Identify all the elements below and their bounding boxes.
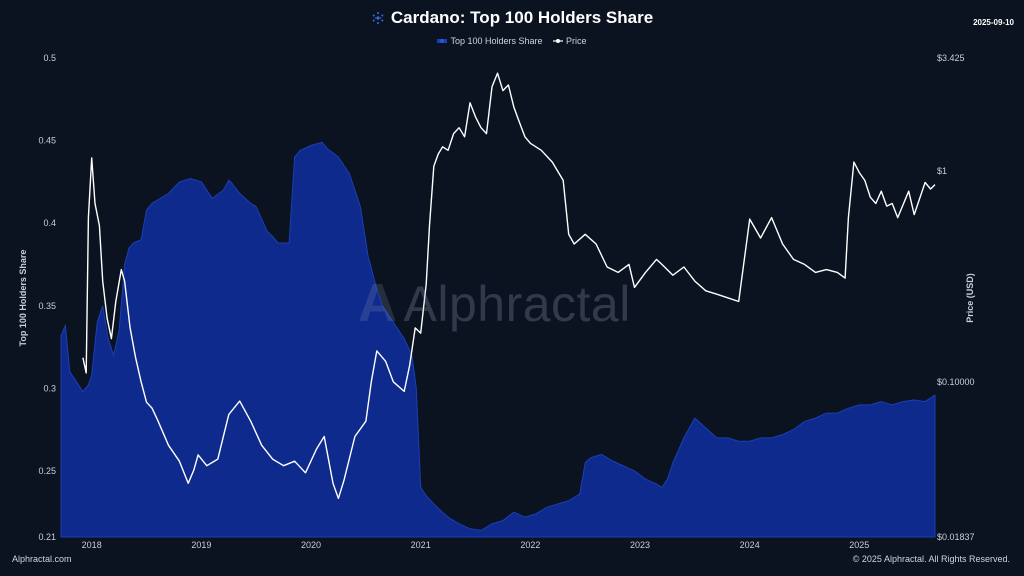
cardano-logo-icon	[371, 10, 385, 30]
x-axis-ticks: 2018 2019 2020 2021 2022 2023 2024 2025	[82, 540, 870, 550]
left-tick-label: 0.5	[43, 53, 56, 63]
left-axis-label: Top 100 Holders Share	[18, 250, 28, 347]
chart-title: Cardano: Top 100 Holders Share	[390, 8, 654, 27]
share-area-layer	[60, 141, 936, 538]
x-tick-label: 2021	[411, 540, 431, 550]
left-tick-label: 0.25	[38, 466, 56, 476]
watermark: A Alphractal	[358, 272, 631, 334]
right-axis-label: Price (USD)	[965, 273, 975, 323]
right-tick-label: $3.425	[937, 53, 965, 63]
left-axis-ticks: 0.5 0.45 0.4 0.35 0.3 0.25 0.21	[38, 53, 56, 542]
chart-title-bar: Cardano: Top 100 Holders Share	[0, 8, 1024, 30]
right-tick-label: $0.10000	[937, 377, 975, 387]
chart-legend: Top 100 Holders Share Price	[0, 36, 1024, 46]
legend-price-swatch-icon	[553, 39, 564, 43]
x-tick-label: 2022	[520, 540, 540, 550]
right-tick-label: $0.01837	[937, 532, 975, 542]
legend-item-share[interactable]: Top 100 Holders Share	[437, 36, 543, 46]
footer-site[interactable]: Alphractal.com	[12, 554, 72, 564]
x-tick-label: 2025	[849, 540, 869, 550]
right-tick-label: $1	[937, 166, 947, 176]
legend-item-price[interactable]: Price	[553, 36, 587, 46]
right-axis-ticks: $3.425 $1 $0.10000 $0.01837	[937, 53, 975, 542]
watermark-text: Alphractal	[403, 276, 631, 332]
x-tick-label: 2018	[82, 540, 102, 550]
x-tick-label: 2019	[191, 540, 211, 550]
x-tick-label: 2023	[630, 540, 650, 550]
left-tick-label: 0.21	[38, 532, 56, 542]
watermark-logo-icon: A	[358, 273, 398, 333]
x-tick-label: 2020	[301, 540, 321, 550]
price-line-layer	[82, 72, 936, 500]
x-tick-label: 2024	[740, 540, 760, 550]
left-tick-label: 0.35	[38, 301, 56, 311]
footer-copyright: © 2025 Alphractal. All Rights Reserved.	[852, 554, 1010, 564]
share-area-series	[60, 141, 936, 538]
date-stamp: 2025-09-10	[973, 18, 1014, 27]
left-tick-label: 0.45	[38, 136, 56, 146]
legend-share-swatch-icon	[437, 39, 448, 43]
left-tick-label: 0.4	[43, 218, 56, 228]
price-line-series	[82, 72, 936, 500]
legend-price-label: Price	[566, 36, 587, 46]
legend-share-label: Top 100 Holders Share	[450, 36, 543, 46]
left-tick-label: 0.3	[43, 383, 56, 393]
